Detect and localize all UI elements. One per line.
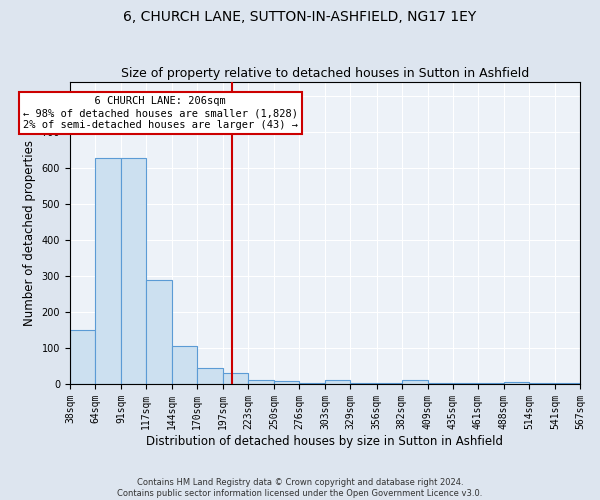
Bar xyxy=(401,380,428,384)
Bar xyxy=(325,380,350,384)
Bar xyxy=(504,382,529,384)
X-axis label: Distribution of detached houses by size in Sutton in Ashfield: Distribution of detached houses by size … xyxy=(146,434,503,448)
Bar xyxy=(121,158,146,384)
Bar xyxy=(299,383,325,384)
Text: 6, CHURCH LANE, SUTTON-IN-ASHFIELD, NG17 1EY: 6, CHURCH LANE, SUTTON-IN-ASHFIELD, NG17… xyxy=(124,10,476,24)
Bar xyxy=(197,368,223,384)
Bar xyxy=(248,380,274,384)
Bar xyxy=(146,280,172,384)
Text: 6 CHURCH LANE: 206sqm  
← 98% of detached houses are smaller (1,828)
2% of semi-: 6 CHURCH LANE: 206sqm ← 98% of detached … xyxy=(23,96,298,130)
Bar xyxy=(223,373,248,384)
Bar xyxy=(70,330,95,384)
Bar xyxy=(274,381,299,384)
Bar xyxy=(172,346,197,384)
Title: Size of property relative to detached houses in Sutton in Ashfield: Size of property relative to detached ho… xyxy=(121,66,529,80)
Text: Contains HM Land Registry data © Crown copyright and database right 2024.
Contai: Contains HM Land Registry data © Crown c… xyxy=(118,478,482,498)
Bar xyxy=(95,158,121,384)
Y-axis label: Number of detached properties: Number of detached properties xyxy=(23,140,36,326)
